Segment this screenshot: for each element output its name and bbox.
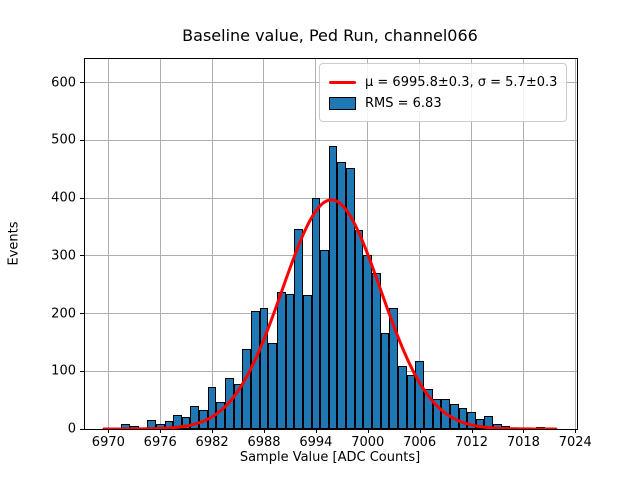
histogram-bar	[225, 378, 234, 429]
legend-rms-patch-swatch	[329, 96, 356, 110]
chart-title: Baseline value, Ped Run, channel066	[182, 26, 478, 45]
histogram-bar	[398, 365, 407, 429]
legend-fit-line-swatch	[329, 80, 356, 84]
x-tick-label: 6994	[299, 435, 333, 450]
legend-fit-label: μ = 6995.8±0.3, σ = 5.7±0.3	[365, 74, 558, 90]
legend: μ = 6995.8±0.3, σ = 5.7±0.3 RMS = 6.83	[319, 63, 567, 122]
histogram-bar	[328, 146, 338, 429]
histogram-bar	[389, 307, 398, 429]
histogram-bar	[207, 386, 217, 429]
histogram-bar	[181, 416, 191, 429]
x-tick-mark	[263, 429, 265, 433]
histogram-bar	[121, 424, 130, 429]
x-tick-label: 6988	[247, 435, 281, 450]
x-axis-label: Sample Value [ADC Counts]	[239, 450, 421, 465]
histogram-bar	[372, 272, 381, 429]
histogram-bar	[415, 360, 424, 429]
x-tick-mark	[419, 429, 421, 433]
y-tick-mark	[80, 139, 84, 141]
histogram-bar	[441, 398, 450, 429]
histogram-bar	[311, 198, 321, 429]
legend-entry-fit: μ = 6995.8±0.3, σ = 5.7±0.3	[329, 72, 557, 92]
y-tick-mark	[80, 370, 84, 372]
histogram-bar	[285, 293, 295, 429]
y-tick-mark	[80, 428, 84, 430]
y-tick-mark	[80, 255, 84, 257]
x-tick-mark	[108, 429, 110, 433]
histogram-bar	[467, 411, 476, 429]
y-tick-label: 0	[67, 421, 76, 437]
x-tick-mark	[160, 429, 162, 433]
histogram-bar	[354, 229, 364, 429]
y-tick-mark	[80, 197, 84, 199]
x-tick-label: 7006	[403, 435, 437, 450]
histogram-bar	[199, 409, 208, 429]
histogram-bar	[423, 388, 433, 429]
histogram-bar	[536, 427, 545, 429]
x-tick-mark	[575, 429, 577, 433]
histogram-bar	[276, 291, 286, 429]
histogram-bar	[475, 418, 485, 429]
histogram-bar	[164, 421, 174, 429]
histogram-bar	[259, 308, 269, 429]
histogram-bar	[484, 415, 494, 429]
y-tick-label: 600	[51, 75, 76, 91]
histogram-bar	[380, 332, 390, 429]
histogram-bar	[302, 295, 312, 429]
histogram-bar	[432, 398, 442, 429]
histogram-bar	[268, 342, 277, 429]
histogram-bar	[493, 423, 502, 429]
histogram-bar	[155, 424, 165, 429]
y-gridline	[85, 139, 577, 141]
x-tick-mark	[471, 429, 473, 433]
histogram-bar	[242, 349, 251, 429]
histogram-bar	[519, 428, 528, 429]
x-tick-label: 6982	[195, 435, 229, 450]
histogram-bar	[337, 162, 347, 429]
histogram-bar	[190, 405, 200, 429]
x-tick-label: 6976	[143, 435, 177, 450]
x-tick-label: 7018	[506, 435, 540, 450]
histogram-bar	[510, 427, 520, 429]
histogram-bar	[251, 311, 260, 429]
histogram-bar	[233, 383, 243, 429]
histogram-bar	[458, 407, 468, 429]
y-tick-mark	[80, 82, 84, 84]
x-tick-label: 7024	[558, 435, 592, 450]
histogram-bar	[501, 425, 511, 429]
histogram-bar	[406, 375, 416, 429]
histogram-bar	[363, 254, 373, 429]
x-tick-label: 6970	[91, 435, 125, 450]
histogram-bar	[545, 428, 554, 429]
histogram-bar	[320, 250, 329, 429]
histogram-bar	[112, 428, 122, 429]
histogram-bar	[147, 420, 156, 429]
y-tick-label: 500	[51, 132, 76, 148]
x-tick-mark	[315, 429, 317, 433]
y-tick-mark	[80, 313, 84, 315]
y-tick-label: 300	[51, 248, 76, 264]
histogram-bar	[138, 427, 148, 429]
y-axis-label: Events	[6, 221, 22, 266]
histogram-bar	[173, 414, 182, 429]
histogram-bar	[346, 168, 355, 429]
x-gridline	[574, 59, 576, 429]
histogram-bar	[449, 404, 459, 429]
histogram-bar	[294, 228, 303, 429]
x-tick-label: 7000	[351, 435, 385, 450]
y-tick-label: 400	[51, 190, 76, 206]
histogram-bar	[216, 401, 226, 429]
histogram-bar	[129, 426, 139, 429]
x-tick-label: 7012	[454, 435, 489, 450]
y-tick-label: 100	[51, 363, 76, 379]
y-tick-label: 200	[51, 306, 76, 322]
legend-rms-label: RMS = 6.83	[365, 95, 442, 111]
x-tick-mark	[523, 429, 525, 433]
legend-entry-rms: RMS = 6.83	[329, 93, 557, 113]
x-tick-mark	[212, 429, 214, 433]
x-tick-mark	[367, 429, 369, 433]
